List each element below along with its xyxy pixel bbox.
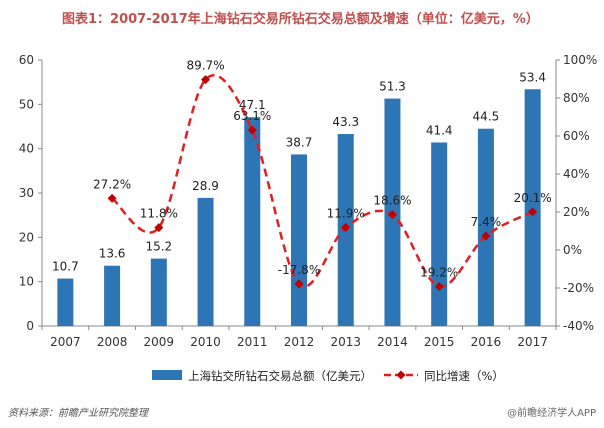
left-tick-label: 50 <box>19 97 34 111</box>
bar <box>104 265 121 326</box>
growth-value-label: 27.2% <box>93 177 131 191</box>
bar-series: 10.7 13.6 15.2 28.9 47.1 38.7 43.3 51.3 41.4 44.5… <box>52 70 546 326</box>
bar-value-label: 41.4 <box>426 123 453 137</box>
x-tick-label: 2011 <box>237 335 268 349</box>
right-tick-label: -20% <box>563 281 594 295</box>
growth-value-label: 63.1% <box>233 109 271 123</box>
x-axis: 2007 2008 2009 2010 2011 2012 2013 2014 2015 2016… <box>41 325 557 349</box>
growth-point <box>528 207 538 217</box>
legend-bar-label: 上海钻交所钻石交易总额（亿美元） <box>188 369 372 383</box>
growth-point <box>154 223 164 233</box>
growth-value-label: 11.9% <box>327 206 365 220</box>
x-tick-label: 2013 <box>330 335 361 349</box>
left-tick-label: 60 <box>19 53 34 67</box>
source-note: 资料来源：前瞻产业研究院整理 <box>8 408 148 419</box>
bar <box>197 197 214 326</box>
x-tick-label: 2010 <box>190 335 221 349</box>
x-tick-label: 2014 <box>377 335 408 349</box>
bar <box>150 258 167 326</box>
right-tick-label: -40% <box>563 319 594 333</box>
legend-line-label: 同比增速（%） <box>424 369 504 383</box>
growth-value-label: 11.8% <box>140 207 178 221</box>
growth-value-label: 89.7% <box>186 59 224 73</box>
legend-bar-swatch <box>152 370 182 380</box>
bar-value-label: 43.3 <box>332 115 359 129</box>
line-series: 27.2% 11.8% 89.7% 63.1% -17.8% 11.9% 18.6% 19.2… <box>93 59 552 291</box>
x-tick-label: 2007 <box>50 335 81 349</box>
growth-point <box>201 75 211 85</box>
bar-value-label: 28.9 <box>192 179 219 193</box>
right-tick-label: 20% <box>563 205 590 219</box>
bar-value-label: 38.7 <box>286 135 313 149</box>
growth-line <box>111 74 534 288</box>
growth-point <box>434 281 444 291</box>
right-tick-label: 60% <box>563 129 590 143</box>
bar-value-label: 51.3 <box>379 80 406 94</box>
growth-value-label: -17.8% <box>278 263 320 277</box>
left-tick-label: 0 <box>26 319 34 333</box>
right-tick-label: 0% <box>563 243 582 257</box>
growth-point <box>247 125 257 135</box>
bar-value-label: 47.1 <box>239 98 266 112</box>
x-tick-label: 2016 <box>471 335 502 349</box>
x-tick-label: 2008 <box>97 335 128 349</box>
bar-value-label: 15.2 <box>145 240 172 254</box>
bar <box>477 128 494 326</box>
growth-point <box>107 193 117 203</box>
growth-value-label: 20.1% <box>514 191 552 205</box>
legend-line-marker <box>396 370 406 380</box>
growth-point <box>294 279 304 289</box>
bar-value-label: 13.6 <box>99 247 126 261</box>
left-tick-label: 10 <box>19 275 34 289</box>
bar-value-label: 53.4 <box>519 70 546 84</box>
x-tick-label: 2015 <box>424 335 455 349</box>
growth-point <box>481 231 491 241</box>
chart-svg: 0 10 20 30 40 50 60 -40% -20% 0% 20% 40% 60% 80% 100%… <box>19 53 598 383</box>
right-tick-label: 80% <box>563 91 590 105</box>
bar-value-label: 44.5 <box>473 110 500 124</box>
right-axis: -40% -20% 0% 20% 40% 60% 80% 100% <box>555 53 597 333</box>
right-tick-label: 40% <box>563 167 590 181</box>
bar <box>57 278 74 326</box>
bar <box>244 117 261 326</box>
left-tick-label: 30 <box>19 186 34 200</box>
x-tick-label: 2009 <box>144 335 175 349</box>
brand-note: @前瞻经济学人APP <box>507 408 596 419</box>
growth-value-label: 19.2% <box>420 265 458 279</box>
right-tick-label: 100% <box>563 53 597 67</box>
growth-value-label: 7.4% <box>471 215 502 229</box>
growth-value-label: 18.6% <box>373 194 411 208</box>
x-tick-label: 2017 <box>517 335 548 349</box>
growth-point <box>387 210 397 220</box>
growth-point <box>341 222 351 232</box>
bar <box>431 142 448 326</box>
legend: 上海钻交所钻石交易总额（亿美元） 同比增速（%） <box>152 369 504 383</box>
left-tick-label: 20 <box>19 230 34 244</box>
left-axis: 0 10 20 30 40 50 60 <box>19 53 43 333</box>
left-tick-label: 40 <box>19 142 34 156</box>
bar <box>291 154 307 326</box>
chart-title: 图表1：2007-2017年上海钻石交易所钻石交易总额及增速（单位：亿美元，%） <box>62 12 539 27</box>
bar-value-label: 10.7 <box>52 260 79 274</box>
x-tick-label: 2012 <box>284 335 315 349</box>
